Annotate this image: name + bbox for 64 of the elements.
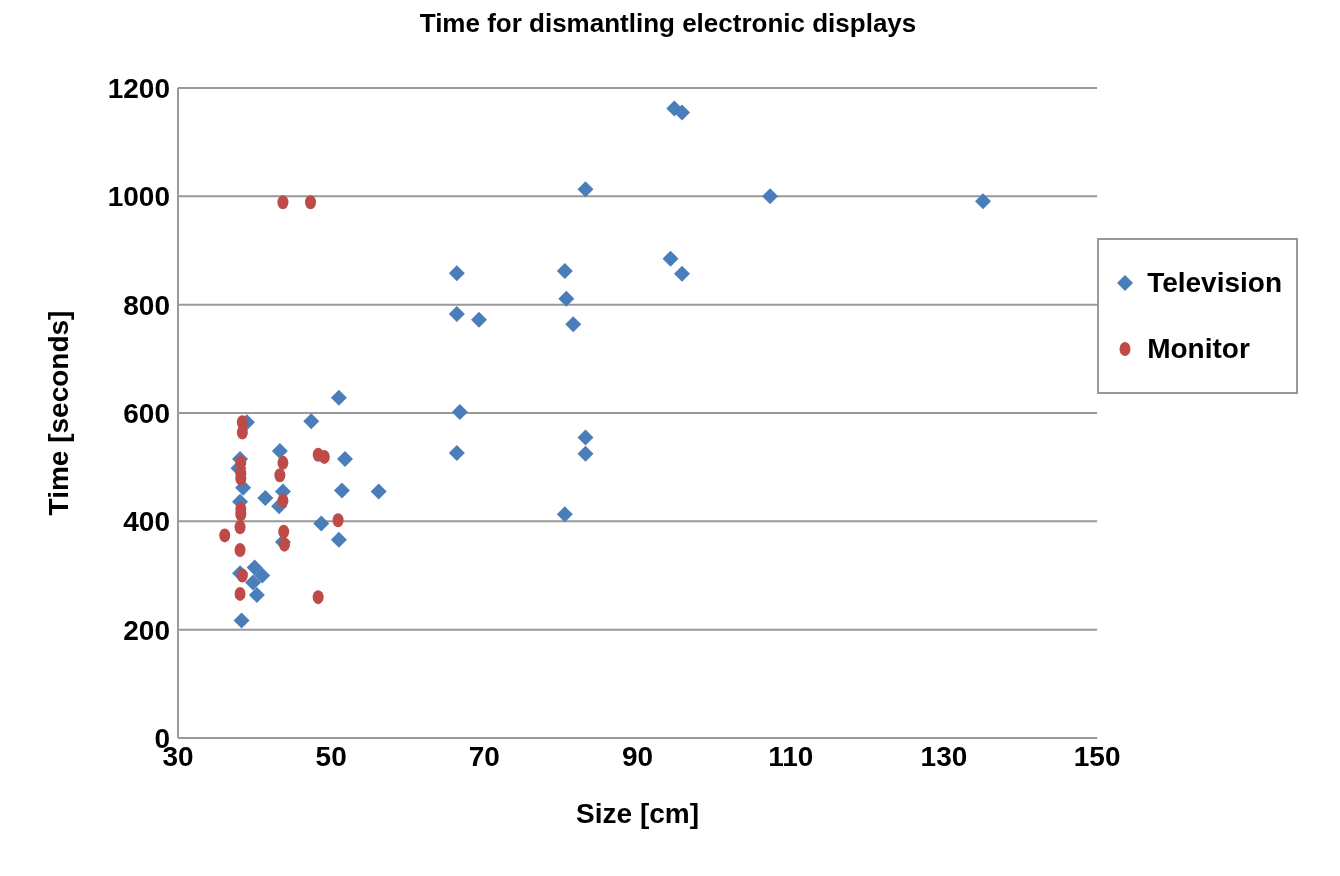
point <box>277 493 289 508</box>
point <box>330 389 347 406</box>
point <box>762 188 779 205</box>
point <box>278 524 290 539</box>
point <box>236 425 248 440</box>
point <box>271 442 288 459</box>
point <box>234 520 246 535</box>
point <box>305 195 317 210</box>
point <box>577 429 594 446</box>
point <box>975 193 992 210</box>
point <box>277 195 289 210</box>
point <box>674 265 690 282</box>
point <box>278 537 290 552</box>
point <box>448 265 465 282</box>
point <box>451 403 468 420</box>
chart-title: Time for dismantling electronic displays <box>418 8 918 40</box>
point <box>577 181 594 198</box>
point <box>245 574 262 591</box>
point <box>558 290 575 307</box>
x-tick-label: 90 <box>621 740 654 772</box>
point <box>333 482 350 499</box>
point <box>556 263 573 280</box>
point <box>313 515 330 532</box>
point <box>565 316 582 333</box>
y-tick-label: 600 <box>123 397 170 429</box>
point <box>246 559 263 576</box>
y-tick-label: 800 <box>123 289 170 321</box>
point <box>236 568 248 583</box>
point <box>448 445 465 462</box>
point <box>330 531 347 548</box>
legend-label: Monitor <box>1147 333 1250 365</box>
y-tick-label: 400 <box>123 506 170 538</box>
point <box>254 567 271 584</box>
point <box>312 590 324 605</box>
x-tick-label: 150 <box>1073 740 1121 772</box>
point <box>556 506 573 523</box>
point <box>577 445 594 462</box>
point <box>674 104 690 121</box>
point <box>274 468 286 483</box>
point <box>448 305 465 322</box>
y-tick-label: 1200 <box>107 72 170 104</box>
point <box>233 612 250 629</box>
x-axis-title: Size [cm] <box>576 798 700 829</box>
point <box>370 483 387 500</box>
point <box>277 455 289 470</box>
legend-label: Television <box>1147 267 1282 299</box>
point <box>336 451 353 468</box>
x-tick-label: 130 <box>920 740 968 772</box>
y-tick-label: 200 <box>123 614 170 646</box>
x-tick-label: 110 <box>768 740 814 772</box>
point <box>318 449 330 464</box>
point <box>234 586 246 601</box>
point <box>234 543 246 558</box>
y-tick-label: 1000 <box>107 181 170 213</box>
point <box>219 528 231 543</box>
point <box>332 513 344 528</box>
x-tick-label: 70 <box>468 740 500 772</box>
point <box>257 490 274 507</box>
point <box>471 311 488 328</box>
y-axis-title: Time [seconds] <box>42 310 74 516</box>
x-tick-label: 50 <box>315 740 347 772</box>
point <box>662 250 679 267</box>
point <box>248 587 265 603</box>
point <box>303 413 320 430</box>
